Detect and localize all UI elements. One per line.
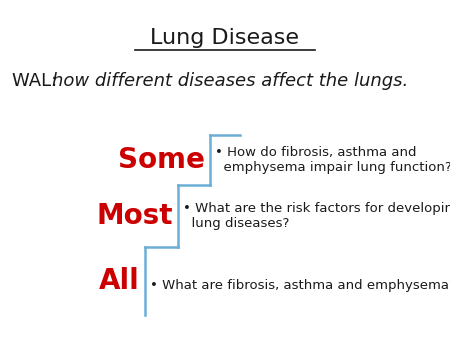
Text: • How do fibrosis, asthma and
  emphysema impair lung function?: • How do fibrosis, asthma and emphysema … — [215, 146, 450, 174]
Text: All: All — [99, 267, 140, 295]
Text: WAL:: WAL: — [12, 72, 69, 90]
Text: • What are the risk factors for developing different
  lung diseases?: • What are the risk factors for developi… — [183, 202, 450, 230]
Text: how different diseases affect the lungs.: how different diseases affect the lungs. — [52, 72, 408, 90]
Text: Most: Most — [96, 202, 173, 230]
Text: • What are fibrosis, asthma and emphysema?: • What are fibrosis, asthma and emphysem… — [150, 280, 450, 292]
Text: Lung Disease: Lung Disease — [150, 28, 300, 48]
Text: Some: Some — [118, 146, 205, 174]
